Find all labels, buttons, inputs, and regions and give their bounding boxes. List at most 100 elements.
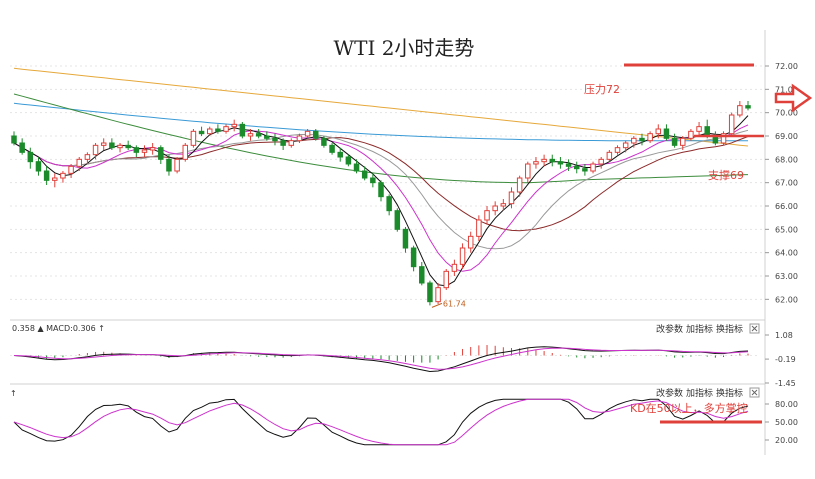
- candle: [378, 180, 384, 202]
- candle: [100, 138, 107, 150]
- candle: [239, 122, 246, 139]
- candle: [394, 208, 401, 232]
- candle: [484, 206, 490, 225]
- candle: [296, 133, 303, 143]
- ma-gray-line: [13, 129, 749, 250]
- ma-green-line: [13, 93, 749, 184]
- candle: [247, 129, 254, 141]
- candle: [117, 143, 123, 153]
- candle: [712, 131, 719, 146]
- candle: [149, 143, 156, 155]
- candle: [27, 147, 34, 169]
- candle: [304, 129, 311, 139]
- candle: [337, 147, 343, 162]
- candle: [264, 131, 270, 141]
- candle: [272, 133, 278, 146]
- moving-average-lines: [13, 67, 749, 287]
- candle: [614, 145, 621, 155]
- candle: [313, 129, 319, 141]
- candle: [215, 124, 221, 134]
- ma-blue-line: [13, 102, 748, 142]
- candle: [728, 112, 735, 136]
- y-tick-label: 63.00: [775, 272, 798, 281]
- macd-y-tick: -0.19: [775, 355, 796, 364]
- candle: [166, 154, 172, 176]
- candle: [622, 140, 629, 153]
- candle: [288, 138, 295, 148]
- kdj-d-line: [13, 398, 749, 446]
- candle: [19, 138, 25, 155]
- candle: [402, 227, 409, 253]
- candle: [353, 159, 360, 174]
- candle: [329, 143, 335, 155]
- candle: [720, 131, 727, 146]
- candle: [125, 140, 131, 150]
- candle: [231, 119, 237, 132]
- candle: [223, 124, 229, 134]
- chart-title: WTI 2小时走势: [334, 36, 475, 60]
- candle: [451, 259, 458, 276]
- candle: [443, 269, 449, 290]
- y-tick-label: 71.00: [775, 85, 798, 94]
- candle: [370, 173, 376, 188]
- menu-item-2[interactable]: 换指标: [716, 323, 743, 335]
- candle: [696, 122, 702, 136]
- menu-item-0[interactable]: 改参数: [656, 323, 683, 335]
- candle: [190, 129, 197, 148]
- candle: [361, 166, 368, 181]
- outline-right-arrow-icon: [774, 83, 813, 113]
- candle: [467, 231, 474, 253]
- candle: [410, 245, 417, 272]
- kdj-y-tick: 50.00: [775, 418, 798, 427]
- candle: [508, 187, 515, 209]
- candle: [557, 157, 564, 169]
- candle: [84, 152, 91, 164]
- y-tick-label: 70.00: [775, 109, 798, 118]
- kdj-y-tick: 80.00: [775, 400, 798, 409]
- close-icon: [749, 323, 760, 334]
- candle: [255, 129, 262, 139]
- candle: [688, 129, 694, 141]
- macd-dea-line: [13, 347, 749, 370]
- low-price-label: 61.74: [443, 299, 466, 308]
- close-icon: [749, 387, 760, 398]
- candle: [419, 262, 425, 286]
- candle: [582, 164, 588, 176]
- candle: [476, 215, 482, 241]
- candle: [631, 136, 637, 148]
- candle: [68, 164, 74, 178]
- candle: [737, 101, 743, 118]
- y-tick-label: 65.00: [775, 225, 798, 234]
- menu-item-2[interactable]: 换指标: [716, 387, 743, 399]
- candle: [11, 131, 17, 146]
- candle: [435, 283, 441, 304]
- candle: [533, 157, 539, 169]
- candle: [565, 159, 572, 171]
- candle: [76, 157, 82, 171]
- candle: [671, 133, 678, 148]
- y-tick-label: 69.00: [775, 132, 798, 141]
- menu-item-0[interactable]: 改参数: [656, 387, 683, 399]
- y-tick-label: 66.00: [775, 202, 798, 211]
- kdj-y-tick: 20.00: [775, 436, 798, 445]
- macd-y-tick: 1.08: [775, 331, 793, 340]
- candlestick-series: [11, 101, 751, 306]
- candle: [427, 280, 433, 306]
- candle: [680, 136, 686, 150]
- menu-item-1[interactable]: 加指标: [686, 323, 713, 335]
- candle: [590, 161, 596, 174]
- menu-item-1[interactable]: 加指标: [686, 387, 713, 399]
- candle: [345, 154, 352, 167]
- candle: [573, 161, 580, 174]
- candle: [109, 138, 115, 150]
- candle: [541, 154, 547, 167]
- candle: [133, 145, 140, 157]
- candle: [639, 133, 645, 146]
- candle: [52, 173, 58, 188]
- candle: [655, 124, 662, 139]
- candle: [174, 157, 180, 174]
- candle: [647, 131, 653, 143]
- candle: [516, 175, 523, 197]
- candle: [386, 194, 392, 216]
